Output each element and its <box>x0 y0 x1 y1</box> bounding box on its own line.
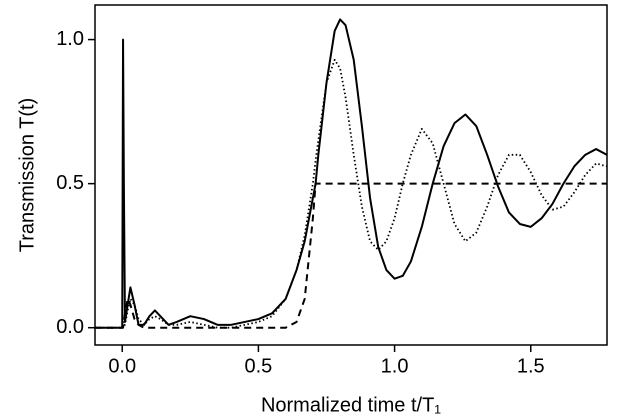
x-tick-label: 1.0 <box>381 355 409 377</box>
x-tick-label: 0.5 <box>244 355 272 377</box>
data-line <box>95 182 607 329</box>
y-axis-label: Transmission T(t) <box>16 98 38 252</box>
y-tick-label: 0.5 <box>56 172 84 194</box>
y-tick-label: 0.0 <box>56 316 84 338</box>
x-tick-label: 0.0 <box>108 355 136 377</box>
plot-frame <box>94 4 608 346</box>
data-line <box>95 58 608 329</box>
y-tick-label: 1.0 <box>56 28 84 50</box>
x-tick-label: 1.5 <box>517 355 545 377</box>
x-axis-label: Normalized time t/T₁ <box>261 394 441 416</box>
data-line <box>95 18 608 329</box>
